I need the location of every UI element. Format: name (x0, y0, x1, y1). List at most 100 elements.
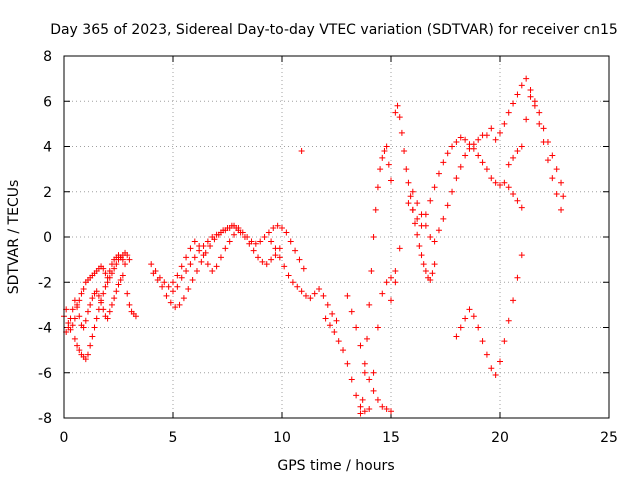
data-point (536, 120, 543, 127)
data-point (340, 347, 347, 354)
data-point (163, 292, 170, 299)
data-point (100, 265, 107, 272)
data-point (71, 335, 78, 342)
data-point (235, 227, 242, 234)
data-point (514, 197, 521, 204)
data-point (429, 270, 436, 277)
data-point (444, 202, 451, 209)
data-point (457, 134, 464, 141)
data-point (366, 301, 373, 308)
y-tick-label: -8 (38, 411, 52, 427)
data-point (475, 152, 482, 159)
data-point (287, 238, 294, 245)
data-point (183, 267, 190, 274)
data-point (285, 272, 292, 279)
data-point (154, 276, 161, 283)
data-point (344, 360, 351, 367)
data-point (126, 301, 133, 308)
y-tick-label: 8 (43, 49, 52, 65)
data-point (361, 408, 368, 415)
data-point (427, 276, 434, 283)
data-point (78, 290, 85, 297)
data-point (483, 351, 490, 358)
data-point (497, 358, 503, 365)
data-point (82, 356, 89, 363)
data-point (322, 315, 329, 322)
data-point (132, 313, 139, 320)
data-point (159, 283, 166, 290)
data-point (518, 252, 525, 259)
data-point (226, 238, 233, 245)
data-point (98, 297, 105, 304)
data-point (87, 301, 94, 308)
data-point (241, 234, 248, 240)
data-point (89, 295, 96, 302)
data-point (102, 283, 109, 290)
data-point (276, 254, 283, 261)
data-point (479, 159, 486, 166)
data-point (366, 405, 373, 412)
data-point (272, 245, 279, 252)
data-point (311, 290, 318, 297)
data-point (422, 267, 429, 274)
data-point (250, 247, 257, 254)
data-point (124, 290, 131, 297)
y-tick-label: 6 (43, 94, 52, 110)
data-point (366, 376, 373, 383)
data-point (418, 252, 425, 259)
data-point (316, 286, 323, 293)
data-point (174, 272, 181, 279)
data-point (80, 324, 87, 331)
data-point (544, 138, 551, 145)
data-point (67, 315, 74, 322)
data-point (150, 270, 157, 277)
data-point (246, 240, 253, 247)
data-point (501, 120, 508, 127)
data-point (324, 301, 331, 308)
data-point (329, 310, 336, 317)
data-point (361, 360, 368, 367)
x-tick-label: 25 (600, 430, 618, 446)
data-point (165, 283, 172, 290)
data-point (505, 161, 512, 168)
data-point (549, 175, 556, 182)
data-point (361, 369, 368, 376)
data-point (333, 317, 340, 324)
data-point (453, 333, 460, 340)
data-point (357, 342, 364, 349)
data-point (379, 290, 386, 297)
data-point (148, 261, 155, 268)
data-point (392, 109, 399, 116)
data-point (523, 116, 530, 123)
data-point (104, 315, 111, 322)
data-point (392, 267, 399, 274)
data-point (124, 252, 131, 259)
data-point (183, 254, 190, 261)
data-point (440, 159, 447, 166)
data-point (435, 227, 442, 234)
data-point (462, 315, 469, 322)
data-point (300, 265, 307, 272)
data-point (89, 333, 96, 340)
data-point (348, 376, 355, 383)
data-point (453, 175, 460, 182)
data-point (115, 281, 122, 288)
data-point (76, 347, 83, 354)
data-point (187, 261, 194, 268)
y-tick-label: 0 (43, 230, 52, 246)
data-point (540, 125, 547, 132)
data-point (497, 129, 503, 136)
data-point (492, 372, 499, 379)
data-point (510, 297, 517, 304)
data-point (558, 206, 565, 213)
data-point (383, 143, 390, 150)
y-tick-label: 4 (43, 140, 52, 156)
data-point (204, 238, 211, 245)
data-point (370, 387, 377, 394)
data-point (466, 145, 473, 152)
data-point (106, 308, 113, 315)
data-point (69, 322, 76, 329)
data-point (357, 403, 364, 410)
data-point (383, 405, 390, 412)
data-point (217, 254, 224, 261)
